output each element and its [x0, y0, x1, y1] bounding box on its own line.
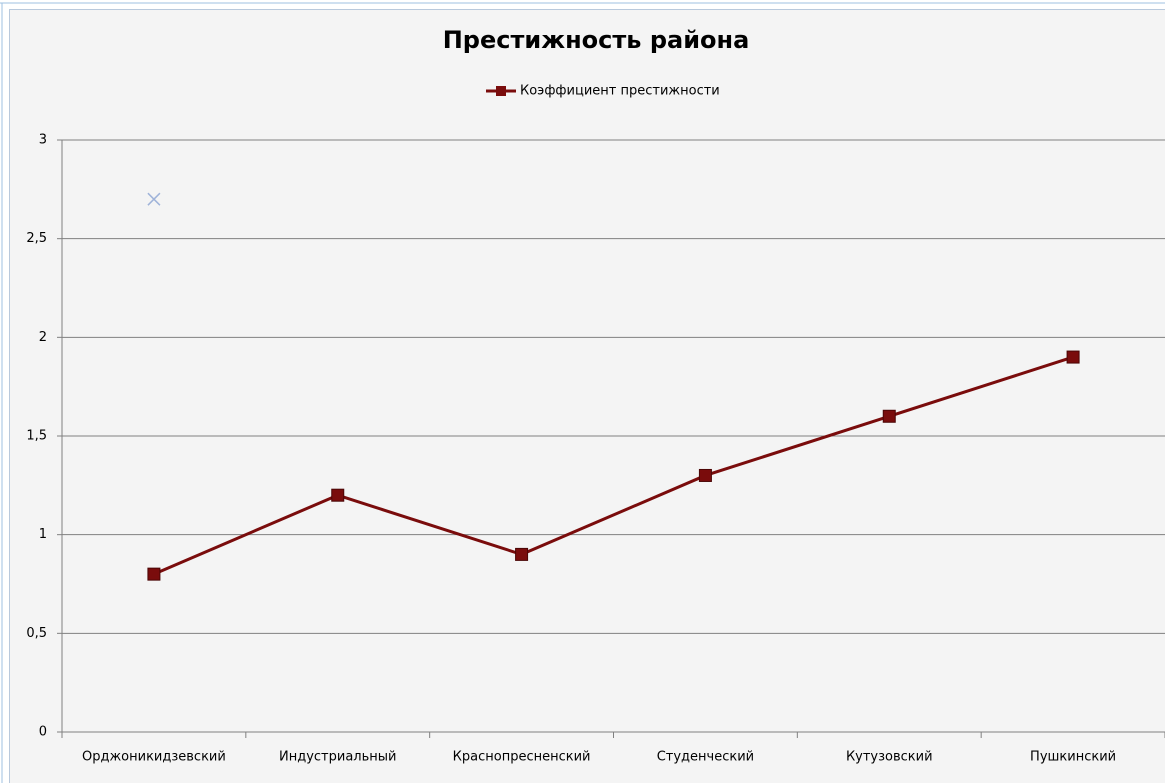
- legend-marker: [496, 86, 506, 96]
- data-marker: [515, 547, 529, 561]
- y-tick-label: 1,5: [26, 429, 47, 444]
- y-tick-label: 2,5: [26, 231, 47, 246]
- chart-title: Престижность района: [443, 26, 750, 54]
- y-tick-label: 2: [39, 330, 47, 345]
- x-tick-label: Краснопресненский: [453, 750, 591, 765]
- series-line: [153, 355, 1074, 576]
- y-tick-label: 0: [39, 725, 47, 740]
- data-marker: [698, 468, 712, 482]
- legend-label: Коэффициент престижности: [520, 84, 720, 99]
- data-marker: [882, 409, 896, 423]
- x-tick-label: Студенческий: [657, 750, 754, 765]
- x-tick-label: Кутузовский: [846, 750, 933, 765]
- data-marker: [147, 567, 161, 581]
- data-marker: [147, 192, 161, 206]
- x-tick-label: Пушкинский: [1030, 750, 1116, 765]
- y-tick-label: 1: [39, 527, 47, 542]
- y-tick-label: 3: [39, 133, 47, 148]
- data-marker: [1066, 350, 1080, 364]
- data-marker: [331, 488, 345, 502]
- y-tick-label: 0,5: [26, 626, 47, 641]
- x-tick-label: Индустриальный: [279, 750, 396, 765]
- legend: Коэффициент престижности: [486, 84, 720, 99]
- chart-area: [9, 9, 1165, 783]
- x-tick-label: Орджоникидзевский: [82, 750, 226, 765]
